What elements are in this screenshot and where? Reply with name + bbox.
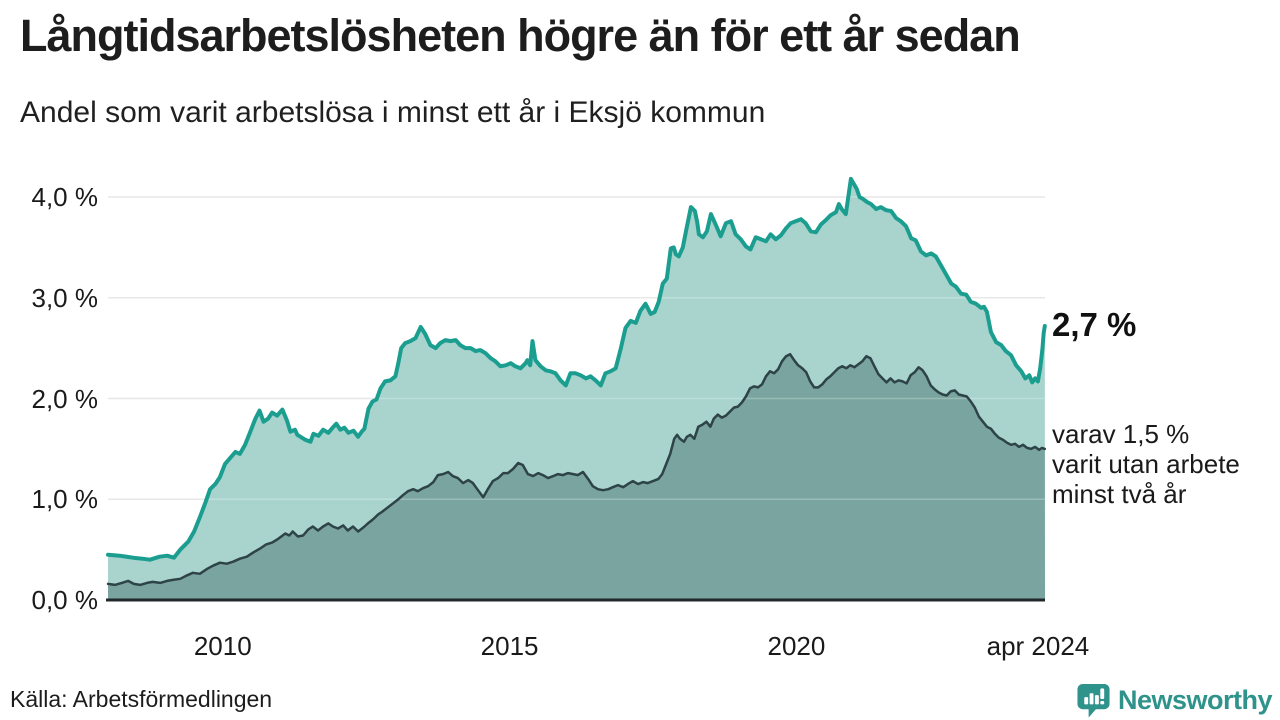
newsworthy-logo: Newsworthy bbox=[1076, 682, 1273, 718]
x-axis-tick-label: 2020 bbox=[767, 631, 826, 661]
y-axis-tick-label: 4,0 % bbox=[31, 182, 99, 212]
y-axis-tick-label: 0,0 % bbox=[31, 585, 99, 615]
x-axis-tick-label: 2015 bbox=[480, 631, 539, 661]
series-line-0 bbox=[106, 176, 1047, 562]
area-fill-1 bbox=[108, 354, 1045, 600]
y-axis-tick-label: 3,0 % bbox=[31, 282, 99, 313]
chart-subtitle: Andel som varit arbetslösa i minst ett å… bbox=[20, 96, 766, 129]
x-axis-tick-label: 2010 bbox=[193, 631, 252, 661]
series-line-1 bbox=[106, 352, 1047, 587]
secondary-series-annotation: varav 1,5 % varit utan arbete minst två … bbox=[1052, 419, 1240, 509]
page-title: Långtidsarbetslösheten högre än för ett … bbox=[20, 10, 1021, 61]
x-axis-tick-label: apr 2024 bbox=[986, 631, 1090, 661]
newsworthy-logo-text: Newsworthy bbox=[1117, 684, 1273, 715]
y-axis-tick-label: 1,0 % bbox=[31, 484, 99, 515]
latest-value-annotation: 2,7 % bbox=[1052, 306, 1137, 343]
y-axis-tick-label: 2,0 % bbox=[31, 383, 99, 414]
newsworthy-bubble-icon bbox=[1077, 683, 1110, 718]
source-caption: Källa: Arbetsförmedlingen bbox=[10, 686, 273, 712]
